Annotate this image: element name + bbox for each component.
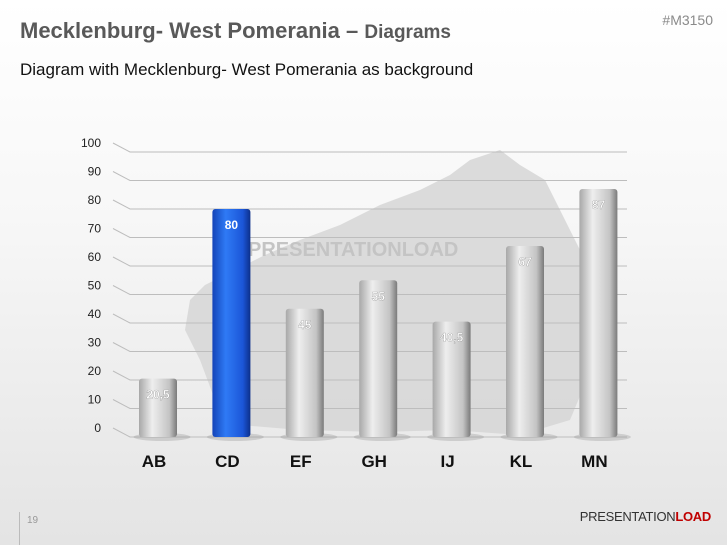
slide-code: #M3150 <box>662 12 713 28</box>
data-label: 40,5 <box>440 331 464 345</box>
y-tick-label: 80 <box>88 193 102 207</box>
bar-gh <box>359 280 398 437</box>
y-tick-label: 60 <box>88 250 102 264</box>
watermark: PRESENTATIONLOAD <box>248 239 458 261</box>
bar-ab <box>139 378 177 437</box>
x-tick-label: AB <box>142 452 167 471</box>
bar-kl <box>506 246 544 437</box>
x-tick-label: KL <box>510 452 533 471</box>
data-label: 87 <box>592 198 606 212</box>
page-title: Mecklenburg- West Pomerania – Diagrams <box>20 18 451 44</box>
x-tick-label: IJ <box>441 452 455 471</box>
x-tick-label: GH <box>361 452 387 471</box>
data-label: 55 <box>372 289 386 303</box>
data-label: 20,5 <box>146 388 170 402</box>
y-tick-label: 70 <box>88 222 102 236</box>
title-sub: Diagrams <box>364 22 451 43</box>
y-tick-label: 0 <box>94 421 101 435</box>
x-tick-label: CD <box>215 452 240 471</box>
data-label: 80 <box>225 218 239 232</box>
x-tick-label: MN <box>581 452 607 471</box>
y-tick-label: 30 <box>88 336 102 350</box>
bar-ij <box>432 321 471 437</box>
data-label: 67 <box>518 255 532 269</box>
page-number: 19 <box>27 515 39 526</box>
presentationload-logo: PRESENTATIONLOAD <box>579 509 712 524</box>
bar-ef <box>285 308 324 437</box>
title-main: Mecklenburg- West Pomerania – <box>20 18 365 43</box>
gridline <box>112 256 627 267</box>
logo-part2: LOAD <box>675 509 711 524</box>
gridline <box>112 199 627 210</box>
y-tick-label: 20 <box>88 364 102 378</box>
y-tick-label: 100 <box>81 136 101 150</box>
x-tick-label: EF <box>290 452 312 471</box>
gridline <box>112 142 627 153</box>
bar-mn <box>579 189 618 437</box>
page-number-divider <box>19 512 20 545</box>
y-tick-label: 10 <box>88 393 102 407</box>
bar-cd <box>212 209 251 437</box>
data-label: 45 <box>298 318 312 332</box>
gridline <box>112 228 627 238</box>
y-tick-label: 40 <box>88 307 102 321</box>
y-tick-label: 90 <box>88 165 102 179</box>
logo-part1: PRESENTATION <box>579 509 676 524</box>
gridline <box>112 285 627 295</box>
gridline <box>112 171 627 181</box>
y-tick-label: 50 <box>88 279 102 293</box>
subtitle: Diagram with Mecklenburg- West Pomerania… <box>20 60 474 79</box>
